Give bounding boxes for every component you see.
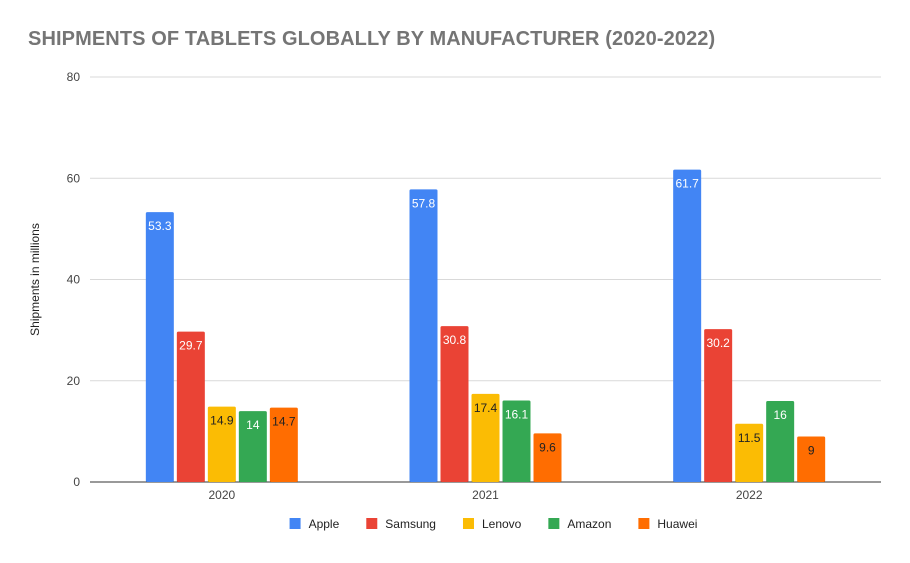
- data-label: 14.9: [210, 414, 234, 428]
- data-label: 29.7: [179, 339, 203, 353]
- data-label: 9: [808, 443, 815, 457]
- bar-apple-2021: [409, 189, 438, 482]
- bar-lenovo-2021: [471, 393, 500, 482]
- data-label: 17.4: [474, 401, 498, 415]
- bar-samsung-2021: [440, 326, 469, 482]
- bar-amazon-2020: [238, 411, 267, 482]
- bar-amazon-2021: [502, 400, 531, 482]
- legend-label-lenovo: Lenovo: [482, 517, 522, 531]
- y-axis-label: Shipments in millions: [28, 223, 42, 336]
- bar-lenovo-2020: [207, 406, 236, 482]
- bar-huawei-2020: [269, 407, 298, 482]
- y-tick-label: 40: [67, 273, 81, 287]
- data-label: 14: [246, 418, 260, 432]
- bar-amazon-2022: [766, 401, 795, 482]
- legend-swatch-apple: [289, 518, 301, 529]
- x-tick-label: 2020: [208, 488, 235, 502]
- y-tick-label: 0: [73, 475, 80, 489]
- bar-apple-2022: [673, 169, 702, 483]
- legend-label-samsung: Samsung: [385, 517, 436, 531]
- data-label: 30.8: [443, 333, 467, 347]
- data-label: 53.3: [148, 219, 172, 233]
- data-label: 11.5: [738, 431, 761, 445]
- x-tick-label: 2022: [736, 488, 763, 502]
- bar-samsung-2022: [704, 329, 733, 482]
- bar-apple-2020: [145, 212, 174, 482]
- y-tick-label: 60: [67, 171, 81, 185]
- data-label: 14.7: [272, 415, 296, 429]
- y-tick-label: 80: [67, 70, 81, 84]
- legend-label-huawei: Huawei: [657, 517, 697, 531]
- data-label: 9.6: [539, 440, 556, 454]
- data-label: 30.2: [706, 336, 730, 350]
- data-label: 61.7: [675, 177, 699, 191]
- legend-label-amazon: Amazon: [567, 517, 611, 531]
- data-label: 57.8: [412, 196, 436, 210]
- legend-swatch-samsung: [366, 518, 378, 529]
- data-label: 16: [773, 408, 787, 422]
- data-label: 16.1: [505, 407, 529, 421]
- x-tick-label: 2021: [472, 488, 499, 502]
- legend-swatch-huawei: [638, 518, 650, 529]
- legend-swatch-lenovo: [462, 518, 474, 529]
- legend-label-apple: Apple: [309, 517, 340, 531]
- bar-samsung-2020: [176, 331, 205, 482]
- bar-huawei-2021: [533, 433, 562, 482]
- legend-swatch-amazon: [548, 518, 560, 529]
- chart-title: SHIPMENTS OF TABLETS GLOBALLY BY MANUFAC…: [28, 28, 716, 50]
- bar-huawei-2022: [797, 436, 826, 482]
- bar-lenovo-2022: [735, 423, 764, 482]
- y-tick-label: 20: [67, 374, 81, 388]
